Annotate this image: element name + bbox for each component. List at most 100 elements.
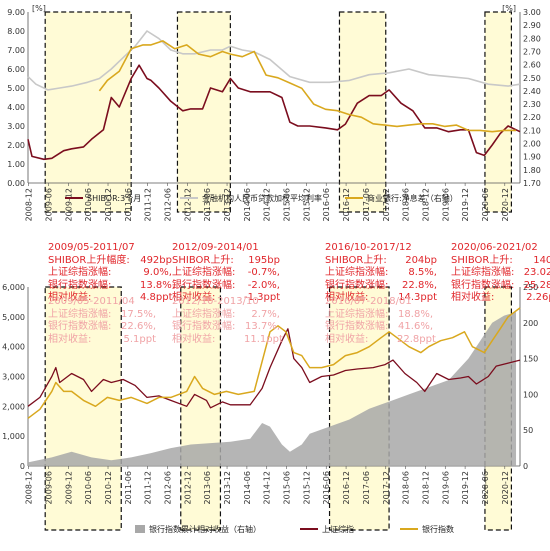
- annotation-key: 相对收益:: [325, 333, 369, 345]
- y-tick-label-right: 1.80: [523, 166, 541, 175]
- x-tick-label: 2016-06: [322, 188, 331, 221]
- y-tick-label-right: 2.90: [523, 21, 541, 30]
- annotation-key: 银行指数涨幅:: [48, 321, 112, 332]
- annotation-value: 25.28%,: [523, 279, 550, 291]
- y-tick-label-left: 6,000: [2, 283, 25, 292]
- series-line: [27, 64, 521, 161]
- y-tick-label-right: 2.70: [523, 47, 541, 56]
- annotation-block: 2009/05-2011/07 SHIBOR上升幅度: 492bp 上证综指涨幅: 9.…: [48, 242, 175, 305]
- annotation-title: 2020/06-2021/02: [451, 242, 538, 253]
- annotation-row: 上证综指涨幅: 23.02%,: [451, 267, 550, 280]
- annotation-key: 上证综指涨幅:: [172, 308, 236, 320]
- x-tick-label: 2012-12: [183, 188, 192, 221]
- annotation-value: 2.7%,: [251, 308, 280, 320]
- x-tick-label: 2019-12: [461, 188, 470, 221]
- legend-label: 商业银行:净息差（右轴）: [367, 193, 458, 203]
- annotation-value: 23.02%,: [523, 267, 550, 278]
- y-tick-label-left: 5.00: [7, 84, 25, 93]
- annotation-key: SHIBOR上升:: [172, 254, 234, 266]
- y-tick-label-right: 1.90: [523, 153, 541, 162]
- annotation-row: 银行指数涨幅: 22.6%,: [48, 321, 156, 334]
- annotation-key: 相对收益:: [325, 292, 369, 303]
- annotation-key: 银行指数涨幅:: [325, 321, 389, 332]
- annotation-value: 22.8ppt: [397, 333, 436, 345]
- annotation-row: 相对收益: 11.1ppt: [172, 333, 283, 347]
- annotation-row: 上证综指涨幅: 9.0%,: [48, 267, 172, 280]
- annotation-title: 2012/09-2014/01: [172, 242, 259, 253]
- annotation-block: 2012/10-2013/10 上证综指涨幅: 2.7%, 银行指数涨幅: 13.7%,…: [172, 296, 283, 347]
- annotation-row: SHIBOR上升幅度: 492bp: [48, 255, 172, 268]
- annotation-title: 2009/05-2011/04: [48, 296, 135, 307]
- x-tick-label: 2012-12: [183, 471, 192, 504]
- annotation-row: SHIBOR上升: 204bp: [325, 255, 437, 268]
- annotation-value: 140bp: [533, 254, 550, 266]
- annotation-key: 相对收益:: [172, 333, 216, 345]
- annotation-row: SHIBOR上升: 140bp: [451, 255, 550, 268]
- annotation-row: 相对收益: 4.8ppt: [48, 292, 173, 305]
- annotation-key: 银行指数涨幅:: [172, 279, 236, 291]
- x-tick-label: 2020-06: [481, 471, 490, 504]
- y-tick-label-right: 2.80: [523, 34, 541, 43]
- annotation-row: 相对收益: 2.26ppt: [451, 292, 550, 305]
- annotation-value: 13.7%,: [245, 321, 280, 332]
- x-tick-label: 2014-12: [263, 471, 272, 504]
- series-line: [27, 307, 521, 419]
- x-tick-label: 2018-06: [402, 471, 411, 504]
- x-tick-label: 2008-12: [25, 471, 34, 504]
- y-tick-label-left: 1.00: [7, 160, 25, 169]
- y-tick-label-right: 150: [523, 355, 538, 364]
- annotation-value: 18.8%,: [398, 308, 433, 320]
- annotation-value: -1.3ppt: [244, 292, 281, 303]
- annotation-key: 相对收益:: [172, 292, 216, 303]
- annotation-block: 2016/10-2017/12 SHIBOR上升: 204bp 上证综指涨幅: 8.5%…: [325, 242, 437, 305]
- annotation-value: 41.6%,: [398, 321, 433, 332]
- x-tick-label: 2020-12: [501, 471, 510, 504]
- annotation-key: 上证综指涨幅:: [451, 267, 515, 278]
- x-tick-label: 2010-12: [104, 188, 113, 221]
- annotation-value: 22.8%,: [402, 279, 437, 291]
- x-tick-label: 2015-06: [283, 188, 292, 221]
- x-tick-label: 2013-12: [223, 471, 232, 504]
- annotation-value: 492bp: [140, 254, 172, 266]
- annotation-value: 8.5%,: [408, 267, 437, 278]
- y-tick-label-right: 200: [523, 319, 538, 328]
- x-tick-label: 2010-12: [104, 471, 113, 504]
- y-tick-label-right: 2.40: [523, 87, 541, 96]
- y-tick-label-right: 2.30: [523, 100, 541, 109]
- x-tick-label: 2017-06: [362, 188, 371, 221]
- annotation-key: 上证综指涨幅:: [325, 267, 389, 278]
- highlight-box: [44, 286, 122, 531]
- x-tick-label: 2018-12: [421, 471, 430, 504]
- annotation-row: 上证综指涨幅: 2.7%,: [172, 309, 280, 322]
- y-tick-label-left: 3.00: [7, 122, 25, 131]
- annotation-key: 上证综指涨幅:: [172, 267, 236, 278]
- y-tick-label-left: 0.00: [7, 179, 25, 188]
- y-tick-label-right: 1.70: [523, 179, 541, 188]
- x-tick-label: 2016-06: [322, 471, 331, 504]
- series-line: [27, 30, 521, 91]
- y-tick-label-right: 250: [523, 283, 538, 292]
- x-tick-label: 2014-12: [263, 188, 272, 221]
- series-line: [27, 328, 521, 409]
- x-tick-label: 2009-06: [45, 188, 54, 221]
- annotation-row: 相对收益: 5.1ppt: [48, 334, 156, 347]
- x-tick-label: 2020-06: [481, 188, 490, 221]
- annotation-value: 17.5%,: [121, 308, 156, 320]
- y-tick-label-right: 3.00: [523, 8, 541, 17]
- y-tick-label-right: 2.50: [523, 74, 541, 83]
- annotation-key: SHIBOR上升幅度:: [48, 254, 130, 266]
- annotation-block: 2009/05-2011/04 上证综指涨幅: 17.5%, 银行指数涨幅: 22.6%…: [48, 296, 156, 346]
- y-tick-label-left: 0: [20, 462, 25, 471]
- x-tick-label: 2014-06: [243, 471, 252, 504]
- annotation-row: 银行指数涨幅: 41.6%,: [325, 321, 433, 334]
- x-tick-label: 2015-12: [302, 188, 311, 221]
- highlight-box: [338, 11, 387, 213]
- x-tick-label: 2016-12: [342, 471, 351, 504]
- highlight-box: [180, 286, 222, 531]
- annotation-row: 相对收益: -1.3ppt: [172, 292, 280, 305]
- y-tick-label-left: 2,000: [2, 402, 25, 411]
- x-tick-label: 2015-06: [283, 471, 292, 504]
- x-tick-label: 2009-12: [64, 471, 73, 504]
- y-tick-label-right: 2.00: [523, 140, 541, 149]
